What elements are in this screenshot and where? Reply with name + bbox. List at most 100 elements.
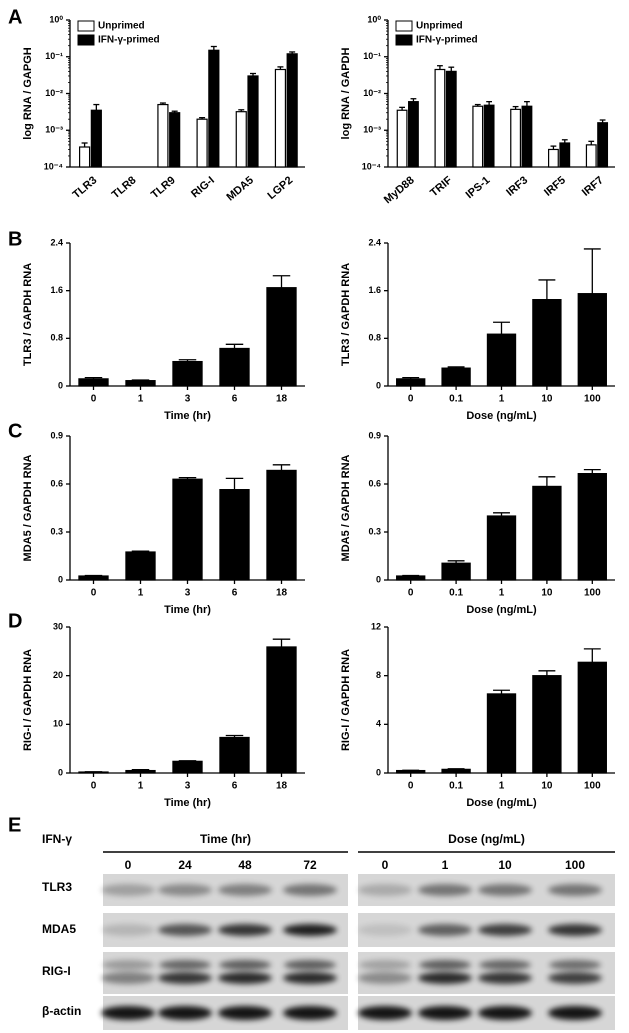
blot-band [101, 1006, 155, 1020]
bar [585, 144, 597, 168]
blot-band [218, 1006, 272, 1020]
y-axis-label: RIG-I / GAPDH RNA [340, 649, 352, 751]
bar [486, 515, 517, 581]
bar [559, 142, 571, 168]
blot-band [284, 960, 336, 970]
blot-band [548, 1006, 602, 1020]
bar [408, 101, 419, 168]
x-tick-label: 1 [499, 781, 505, 792]
blot-band [158, 1006, 212, 1020]
bar [125, 769, 156, 774]
y-tick-label: 2.4 [50, 237, 63, 247]
panel-letter: D [8, 610, 22, 632]
blot-band [283, 972, 337, 984]
blot-band [102, 960, 154, 970]
panel-letter: B [8, 228, 22, 250]
bar [483, 104, 495, 168]
blot-band [548, 924, 602, 936]
y-tick-label: 10 [53, 719, 63, 729]
blot-band [478, 884, 532, 896]
y-tick-label: 0.3 [50, 526, 63, 536]
y-tick-label: 0.9 [50, 430, 63, 440]
lane-label: 10 [498, 858, 512, 872]
bar [548, 148, 559, 168]
y-axis-label: TLR3 / GAPDH RNA [22, 263, 34, 366]
x-axis-label: Time (hr) [164, 604, 211, 616]
blot-band [418, 884, 472, 896]
blot-band [283, 884, 337, 896]
bar [577, 661, 607, 774]
x-tick-label: 1 [499, 394, 505, 405]
treatment-label: IFN-γ [42, 832, 72, 846]
bar [157, 103, 169, 168]
blot-band [101, 972, 155, 984]
x-tick-label: 18 [276, 781, 288, 792]
blot-band [419, 960, 471, 970]
blot-band [218, 924, 272, 936]
blot-strip [358, 913, 615, 947]
panel-letter: E [8, 814, 21, 836]
x-tick-label: 0 [408, 781, 414, 792]
bar [78, 771, 109, 774]
y-tick-label: 8 [376, 670, 381, 680]
x-tick-label: 0.1 [449, 588, 463, 599]
bar [445, 70, 457, 168]
x-tick-label: 3 [185, 588, 191, 599]
bar [247, 75, 259, 168]
blot-band [479, 960, 531, 970]
bar [396, 378, 426, 387]
x-tick-label: IRF3 [504, 174, 530, 199]
blot-band [549, 960, 601, 970]
blot-band [478, 924, 532, 936]
x-tick-label: 6 [232, 394, 238, 405]
x-tick-label: MyD88 [382, 174, 417, 206]
x-axis-label: Dose (ng/mL) [466, 410, 537, 422]
blot-band [358, 884, 412, 896]
bar [577, 473, 607, 581]
bar [78, 146, 91, 168]
bar [441, 768, 471, 774]
bar [441, 367, 471, 387]
bar [208, 49, 220, 168]
legend-swatch [77, 20, 95, 32]
x-tick-label: TLR8 [110, 174, 139, 201]
x-tick-label: TLR3 [71, 174, 100, 201]
row-label: RIG-I [42, 964, 71, 978]
group-title: Time (hr) [200, 832, 251, 846]
blot-band [158, 884, 212, 896]
bar [577, 293, 607, 387]
legend-label: IFN-γ-primed [98, 35, 160, 46]
blot-band [283, 924, 337, 936]
blot-band [358, 924, 412, 936]
blot-strip [358, 996, 615, 1030]
blot-band [418, 924, 472, 936]
panel-letter: A [8, 6, 22, 28]
blot-strip [101, 913, 348, 947]
y-tick-label: 0.3 [368, 526, 381, 536]
blot-band [478, 1006, 532, 1020]
bar [266, 646, 297, 774]
lane-label: 0 [382, 858, 389, 872]
blot-band [219, 960, 271, 970]
blot-band [101, 884, 155, 896]
row-label: TLR3 [42, 880, 72, 894]
bar [510, 108, 522, 168]
bar [219, 736, 250, 774]
y-axis-label: MDA5 / GAPDH RNA [22, 454, 34, 561]
y-tick-label: 0.9 [368, 430, 381, 440]
bar [219, 489, 250, 581]
bar [196, 118, 208, 168]
x-tick-label: 100 [584, 588, 601, 599]
blot-strip [101, 874, 348, 906]
y-axis-label: log RNA / GAPDH [340, 48, 352, 140]
blot-strip [358, 952, 615, 994]
bar [396, 769, 426, 774]
y-tick-label: 10⁻² [363, 88, 381, 98]
x-tick-label: IRF5 [542, 174, 568, 199]
blot-band [218, 972, 272, 984]
x-tick-label: 18 [276, 394, 288, 405]
y-axis-label: RIG-I / GAPDH RNA [22, 649, 34, 751]
x-tick-label: 1 [138, 394, 144, 405]
y-tick-label: 0.6 [50, 478, 63, 488]
x-tick-label: 6 [232, 588, 238, 599]
